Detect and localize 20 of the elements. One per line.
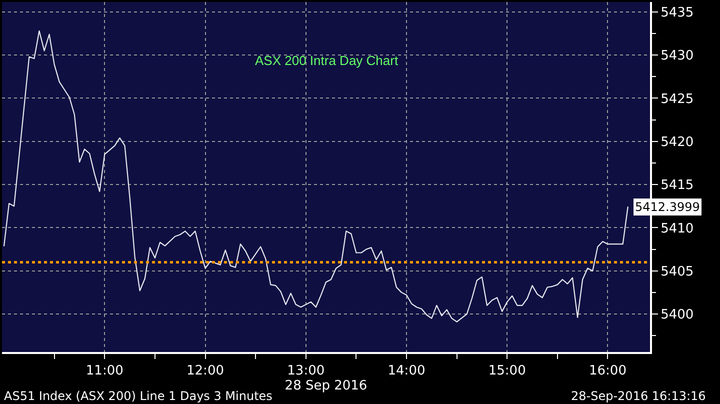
x-tick-label: 15:00 bbox=[488, 364, 526, 379]
x-axis-title: 28 Sep 2016 bbox=[284, 378, 368, 394]
x-tick-label: 16:00 bbox=[589, 364, 626, 379]
data-label: 5412.3999 bbox=[635, 200, 700, 214]
line-series bbox=[3, 30, 628, 322]
y-tick-label: 5405 bbox=[660, 264, 694, 280]
text: 28-Sep-2016 16:13:16 bbox=[571, 389, 706, 403]
y-tick-label: 5435 bbox=[660, 5, 694, 20]
x-tick-label: 11:00 bbox=[86, 364, 124, 379]
y-tick-label: 5430 bbox=[660, 48, 694, 64]
y-tick-label: 5425 bbox=[660, 92, 694, 107]
y-tick-label: 5410 bbox=[660, 221, 694, 236]
x-tick-label: 12:00 bbox=[186, 364, 224, 379]
x-tick-label: 14:00 bbox=[388, 364, 426, 379]
text: AS51 Index (ASX 200) Line 1 Days 3 Minutes bbox=[4, 389, 272, 403]
y-tick-label: 5415 bbox=[660, 178, 694, 194]
x-tick-label: 13:00 bbox=[287, 364, 325, 379]
y-tick-label: 5420 bbox=[660, 134, 694, 150]
text: ASX 200 Intra Day Chart bbox=[255, 53, 398, 68]
y-tick-label: 5400 bbox=[660, 308, 694, 323]
